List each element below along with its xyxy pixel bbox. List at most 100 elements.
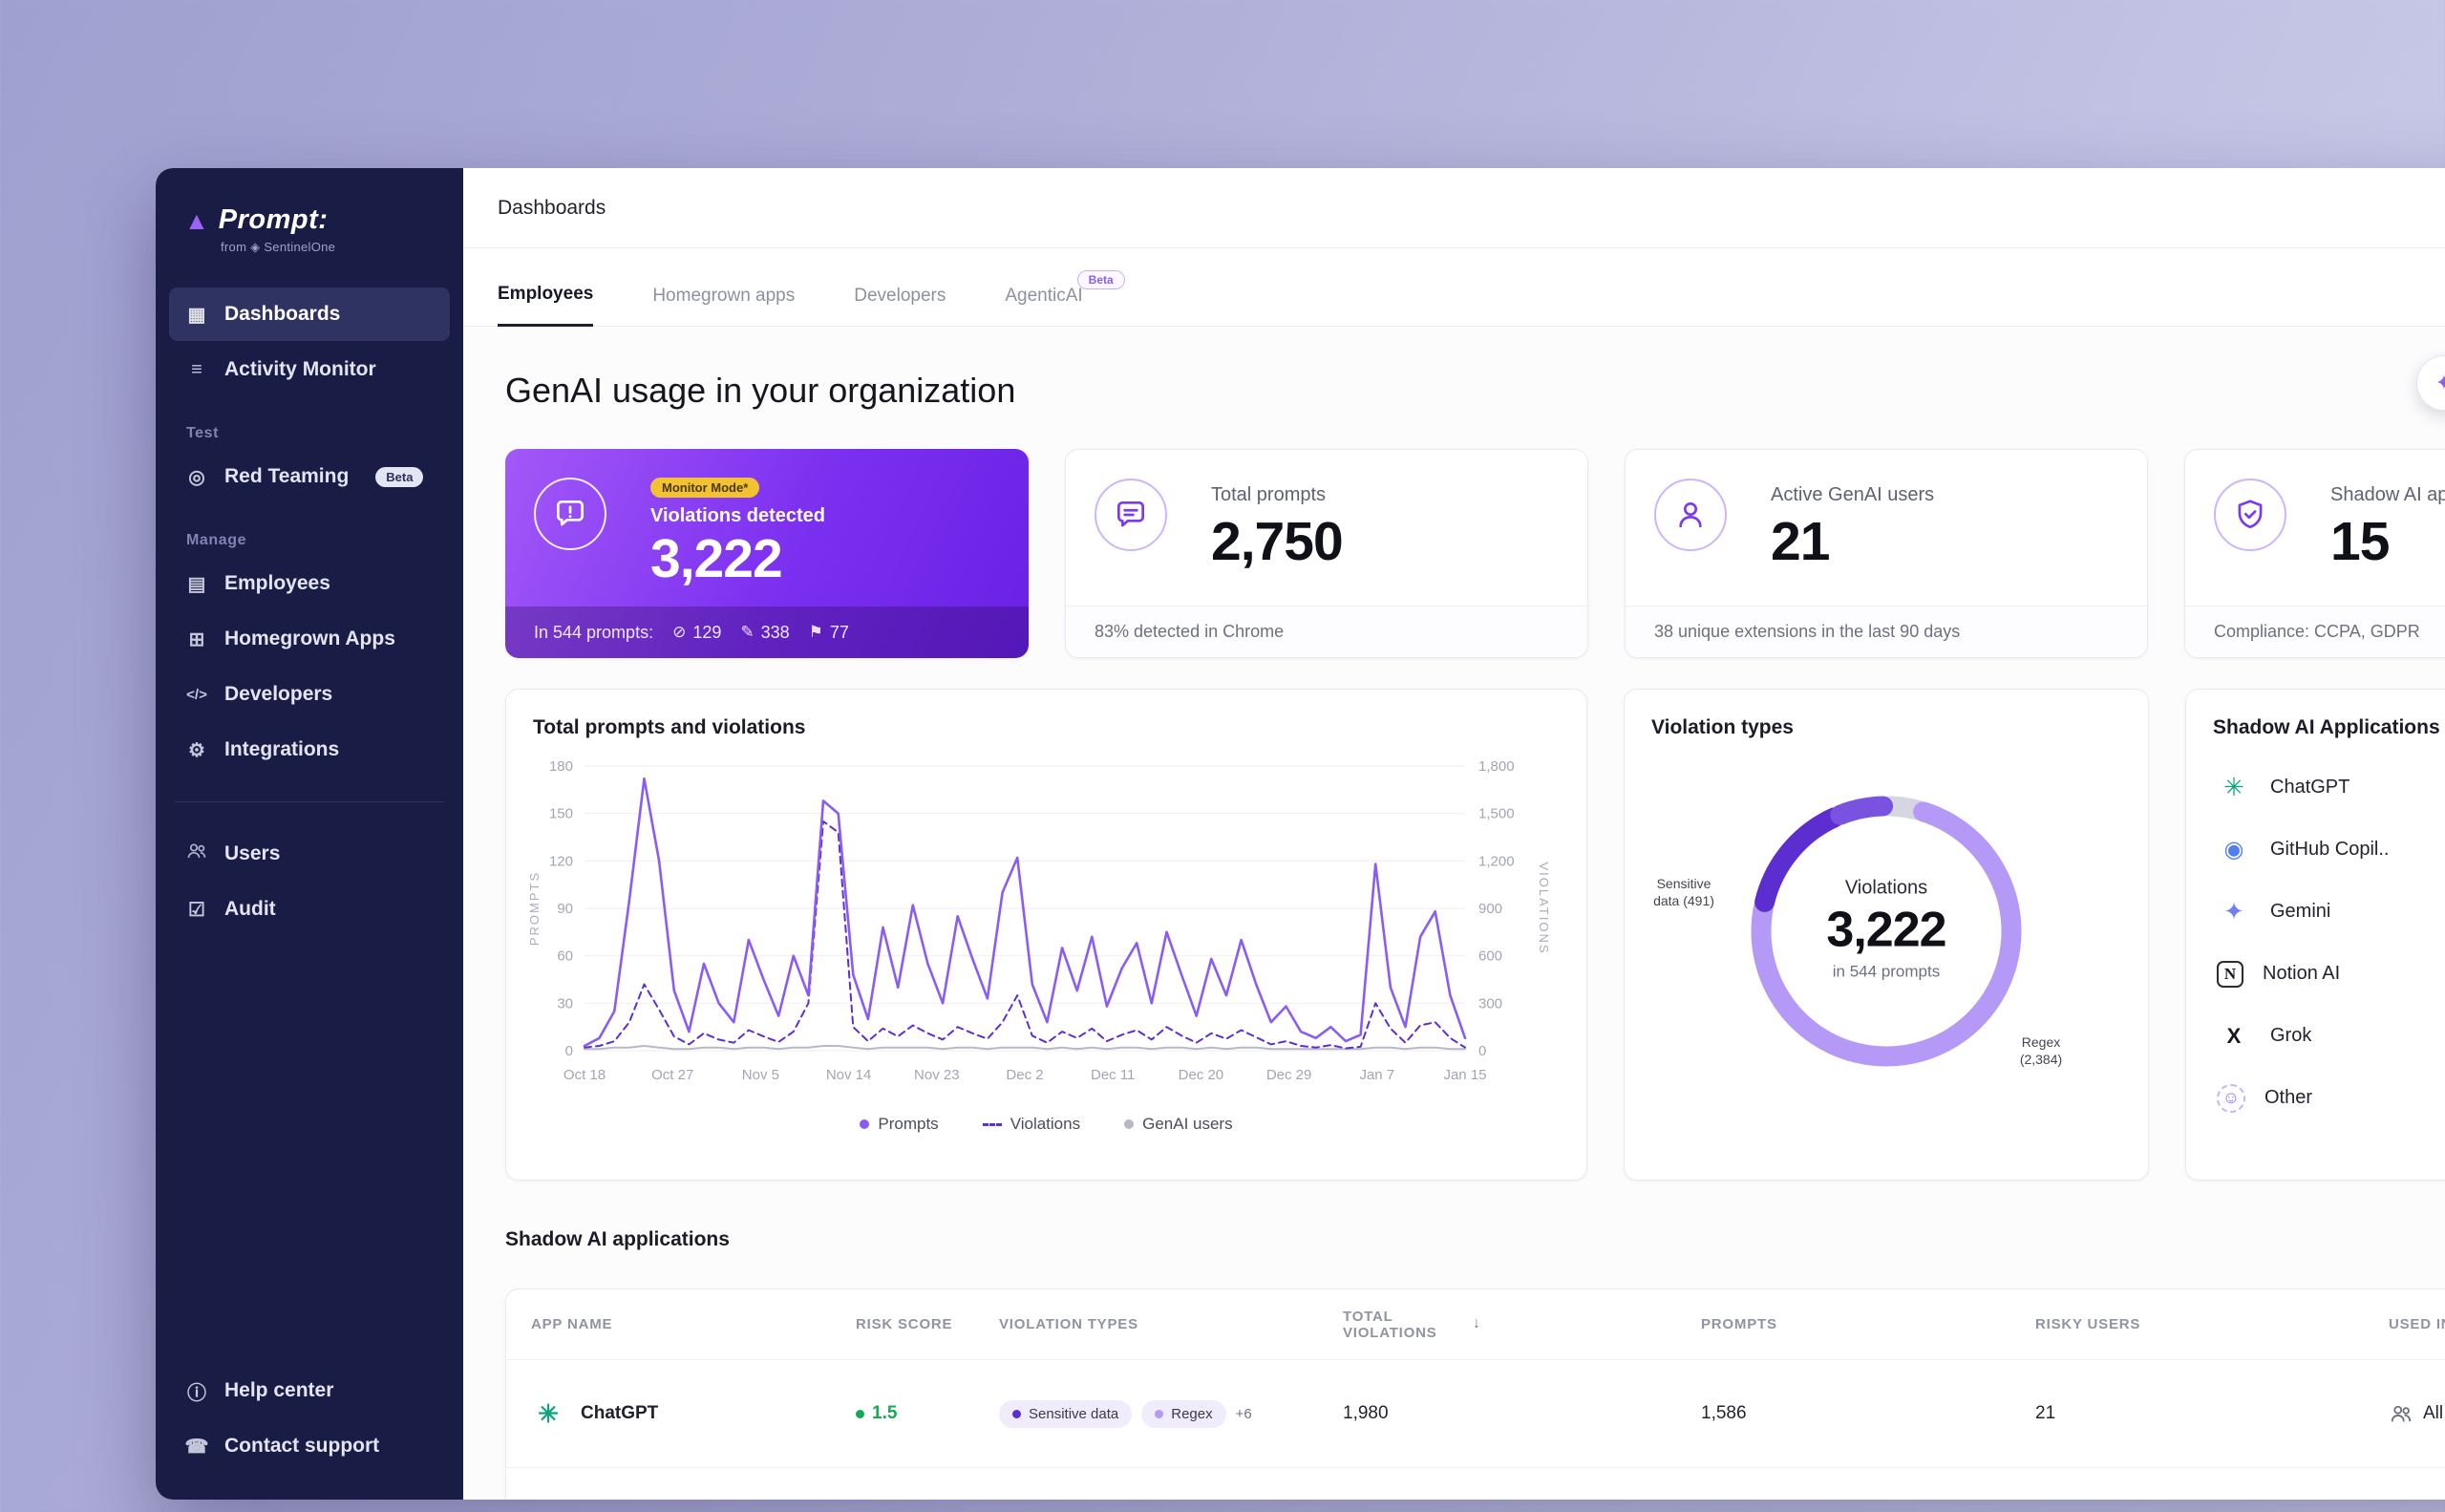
stat-title: Violations detected xyxy=(650,505,826,526)
sort-descending-icon[interactable]: ↓ xyxy=(1473,1315,1481,1332)
list-item-other[interactable]: ☺ Other xyxy=(2217,1067,2445,1129)
pill-label: Sensitive data xyxy=(1029,1405,1119,1422)
main-area: Dashboards Employees Homegrown apps Deve… xyxy=(463,168,2445,1500)
column-header-used-in[interactable]: Used in xyxy=(2389,1316,2445,1332)
beta-badge: Beta xyxy=(375,466,424,487)
column-header-total-violations[interactable]: Total violations xyxy=(1343,1308,1437,1341)
sidebar-item-users[interactable]: Users xyxy=(169,827,450,881)
prompts-cell: 1,586 xyxy=(1701,1403,1747,1423)
prompt-logo-icon: ▲ xyxy=(184,205,209,235)
monitor-mode-badge: Monitor Mode* xyxy=(650,478,760,498)
violations-legend-marker xyxy=(982,1122,1002,1126)
violation-types-card: Violation types Violations 3,222 in 544 … xyxy=(1624,689,2149,1181)
sidebar-item-label: Integrations xyxy=(224,738,340,760)
breadcrumb: Dashboards xyxy=(498,196,606,219)
chatgpt-icon: ✳ xyxy=(2223,773,2244,801)
active-users-card[interactable]: Active GenAI users 21 38 unique extensio… xyxy=(1625,449,2148,658)
violation-pill-sensitive-data[interactable]: Sensitive data xyxy=(999,1399,1133,1428)
risk-value: 1.5 xyxy=(872,1403,898,1423)
regex-callout: Regex (2,384) xyxy=(2019,1033,2063,1067)
more-violations-count[interactable]: +6 xyxy=(1235,1405,1252,1422)
people-icon xyxy=(2391,1405,2412,1422)
app-label: Gemini xyxy=(2270,901,2331,922)
column-header-risk-score[interactable]: Risk score xyxy=(856,1316,953,1333)
chart-title: Total prompts and violations xyxy=(533,716,806,738)
donut-chart[interactable]: Violations 3,222 in 544 prompts Sensitiv… xyxy=(1653,774,2062,1089)
svg-text:Nov 23: Nov 23 xyxy=(914,1067,960,1083)
tab-homegrown-apps[interactable]: Homegrown apps xyxy=(652,286,796,306)
donut-center-label: Violations 3,222 in 544 prompts xyxy=(1729,877,2044,981)
list-item-github-copilot[interactable]: ◉ GitHub Copil.. xyxy=(2217,819,2445,881)
sidebar-item-audit[interactable]: ☑ Audit xyxy=(169,883,450,936)
svg-text:Dec 2: Dec 2 xyxy=(1006,1067,1043,1083)
donut-value: 3,222 xyxy=(1826,902,1946,958)
table-row[interactable]: ✳ ChatGPT 1.5 Sensitive data Regex +6 1,… xyxy=(506,1360,2445,1467)
sidebar-footer: ⓘ Help center ☎ Contact support xyxy=(156,1362,463,1475)
tab-bar: Employees Homegrown apps Developers Agen… xyxy=(463,248,2445,327)
column-header-prompts[interactable]: Prompts xyxy=(1701,1316,1777,1332)
sidebar-section-test: Test xyxy=(186,425,220,441)
violation-pill-regex[interactable]: Regex xyxy=(1141,1399,1226,1428)
list-item-gemini[interactable]: ✦ Gemini xyxy=(2217,881,2445,943)
pill-dot xyxy=(1012,1409,1021,1418)
total-prompts-card[interactable]: Total prompts 2,750 83% detected in Chro… xyxy=(1065,449,1588,658)
legend-label: Violations xyxy=(1010,1115,1081,1133)
column-header-app-name[interactable]: App name xyxy=(531,1316,613,1332)
sidebar-item-red-teaming[interactable]: ◎ Red Teaming Beta xyxy=(169,450,450,503)
person-icon xyxy=(1654,479,1727,551)
sidebar: ▲ Prompt: from ◈ SentinelOne ▦ Dashboard… xyxy=(156,168,463,1500)
svg-text:1,500: 1,500 xyxy=(1478,806,1515,822)
total-prompts-count: 2,750 xyxy=(1211,511,1344,572)
tab-employees[interactable]: Employees xyxy=(498,284,594,327)
github-copilot-icon: ◉ xyxy=(2223,837,2244,862)
notion-ai-icon: N xyxy=(2217,960,2243,988)
donut-svg xyxy=(1751,796,2022,1067)
svg-text:30: 30 xyxy=(557,995,573,1012)
shadow-ai-applications-card: Shadow AI Applications ✳ ChatGPT ◉ GitHu… xyxy=(2185,689,2445,1181)
table-row-partial[interactable] xyxy=(506,1467,2445,1500)
shield-check-icon xyxy=(2214,479,2286,551)
svg-text:150: 150 xyxy=(549,806,573,822)
column-header-violation-types[interactable]: Violation types xyxy=(999,1316,1138,1332)
tab-developers[interactable]: Developers xyxy=(854,286,946,306)
line-chart-svg[interactable]: 0 0 30 300 60 600 90 900 120 1,200 150 1,500 180 1,80… xyxy=(521,749,1553,1104)
sidebar-item-help-center[interactable]: ⓘ Help center xyxy=(169,1364,450,1417)
app-label: Other xyxy=(2264,1087,2313,1108)
violations-card[interactable]: Monitor Mode* Violations detected 3,222 … xyxy=(505,449,1029,658)
svg-text:PROMPTS: PROMPTS xyxy=(527,871,542,946)
sidebar-item-contact-support[interactable]: ☎ Contact support xyxy=(169,1419,450,1473)
sidebar-item-dashboards[interactable]: ▦ Dashboards xyxy=(169,287,450,341)
help-center-icon: ⓘ xyxy=(187,1382,206,1404)
charts-row: Total prompts and violations 0 0 30 300 60 60… xyxy=(505,689,2445,1181)
sidebar-item-homegrown-apps[interactable]: ⊞ Homegrown Apps xyxy=(169,612,450,666)
blocked-icon: ⊘ xyxy=(672,623,687,641)
app-label: Grok xyxy=(2270,1025,2312,1046)
sensitive-data-callout: Sensitive data (491) xyxy=(1653,875,1714,908)
developers-icon: </> xyxy=(186,686,207,703)
shadow-apps-card[interactable]: Shadow AI apps 15 Compliance: CCPA, GDPR xyxy=(2184,449,2445,658)
svg-text:0: 0 xyxy=(565,1043,573,1059)
tab-agenticai[interactable]: AgenticAI Beta xyxy=(1005,270,1125,326)
svg-text:60: 60 xyxy=(557,948,573,965)
red-teaming-icon: ◎ xyxy=(188,466,205,488)
list-item-grok[interactable]: X Grok xyxy=(2217,1005,2445,1067)
footer-prefix: In 544 prompts: xyxy=(534,622,654,642)
sidebar-item-employees[interactable]: ▤ Employees xyxy=(169,557,450,610)
list-item-chatgpt[interactable]: ✳ ChatGPT xyxy=(2217,756,2445,819)
chart-title: Shadow AI Applications xyxy=(2213,716,2440,738)
list-item-notion-ai[interactable]: N Notion AI xyxy=(2217,943,2445,1005)
brand-name: Prompt: xyxy=(218,204,329,235)
stat-title: Shadow AI apps xyxy=(2330,484,2445,505)
sidebar-item-developers[interactable]: </> Developers xyxy=(169,668,450,721)
app-label: GitHub Copil.. xyxy=(2270,839,2390,860)
pill-label: Regex xyxy=(1171,1405,1213,1422)
sidebar-item-activity-monitor[interactable]: ≡ Activity Monitor xyxy=(169,343,450,396)
used-in-cell: All xyxy=(2389,1401,2445,1426)
chart-title: Violation types xyxy=(1651,716,1794,738)
sidebar-item-integrations[interactable]: ⚙ Integrations xyxy=(169,723,450,777)
brand-subtitle: from ◈ SentinelOne xyxy=(221,240,336,254)
violations-footer: In 544 prompts: ⊘ 129 ✎ 338 ⚑ 77 xyxy=(505,607,1029,658)
column-header-risky-users[interactable]: Risky users xyxy=(2035,1316,2141,1332)
sidebar-item-label: Users xyxy=(224,842,281,864)
sidebar-section-manage: Manage xyxy=(186,532,247,548)
